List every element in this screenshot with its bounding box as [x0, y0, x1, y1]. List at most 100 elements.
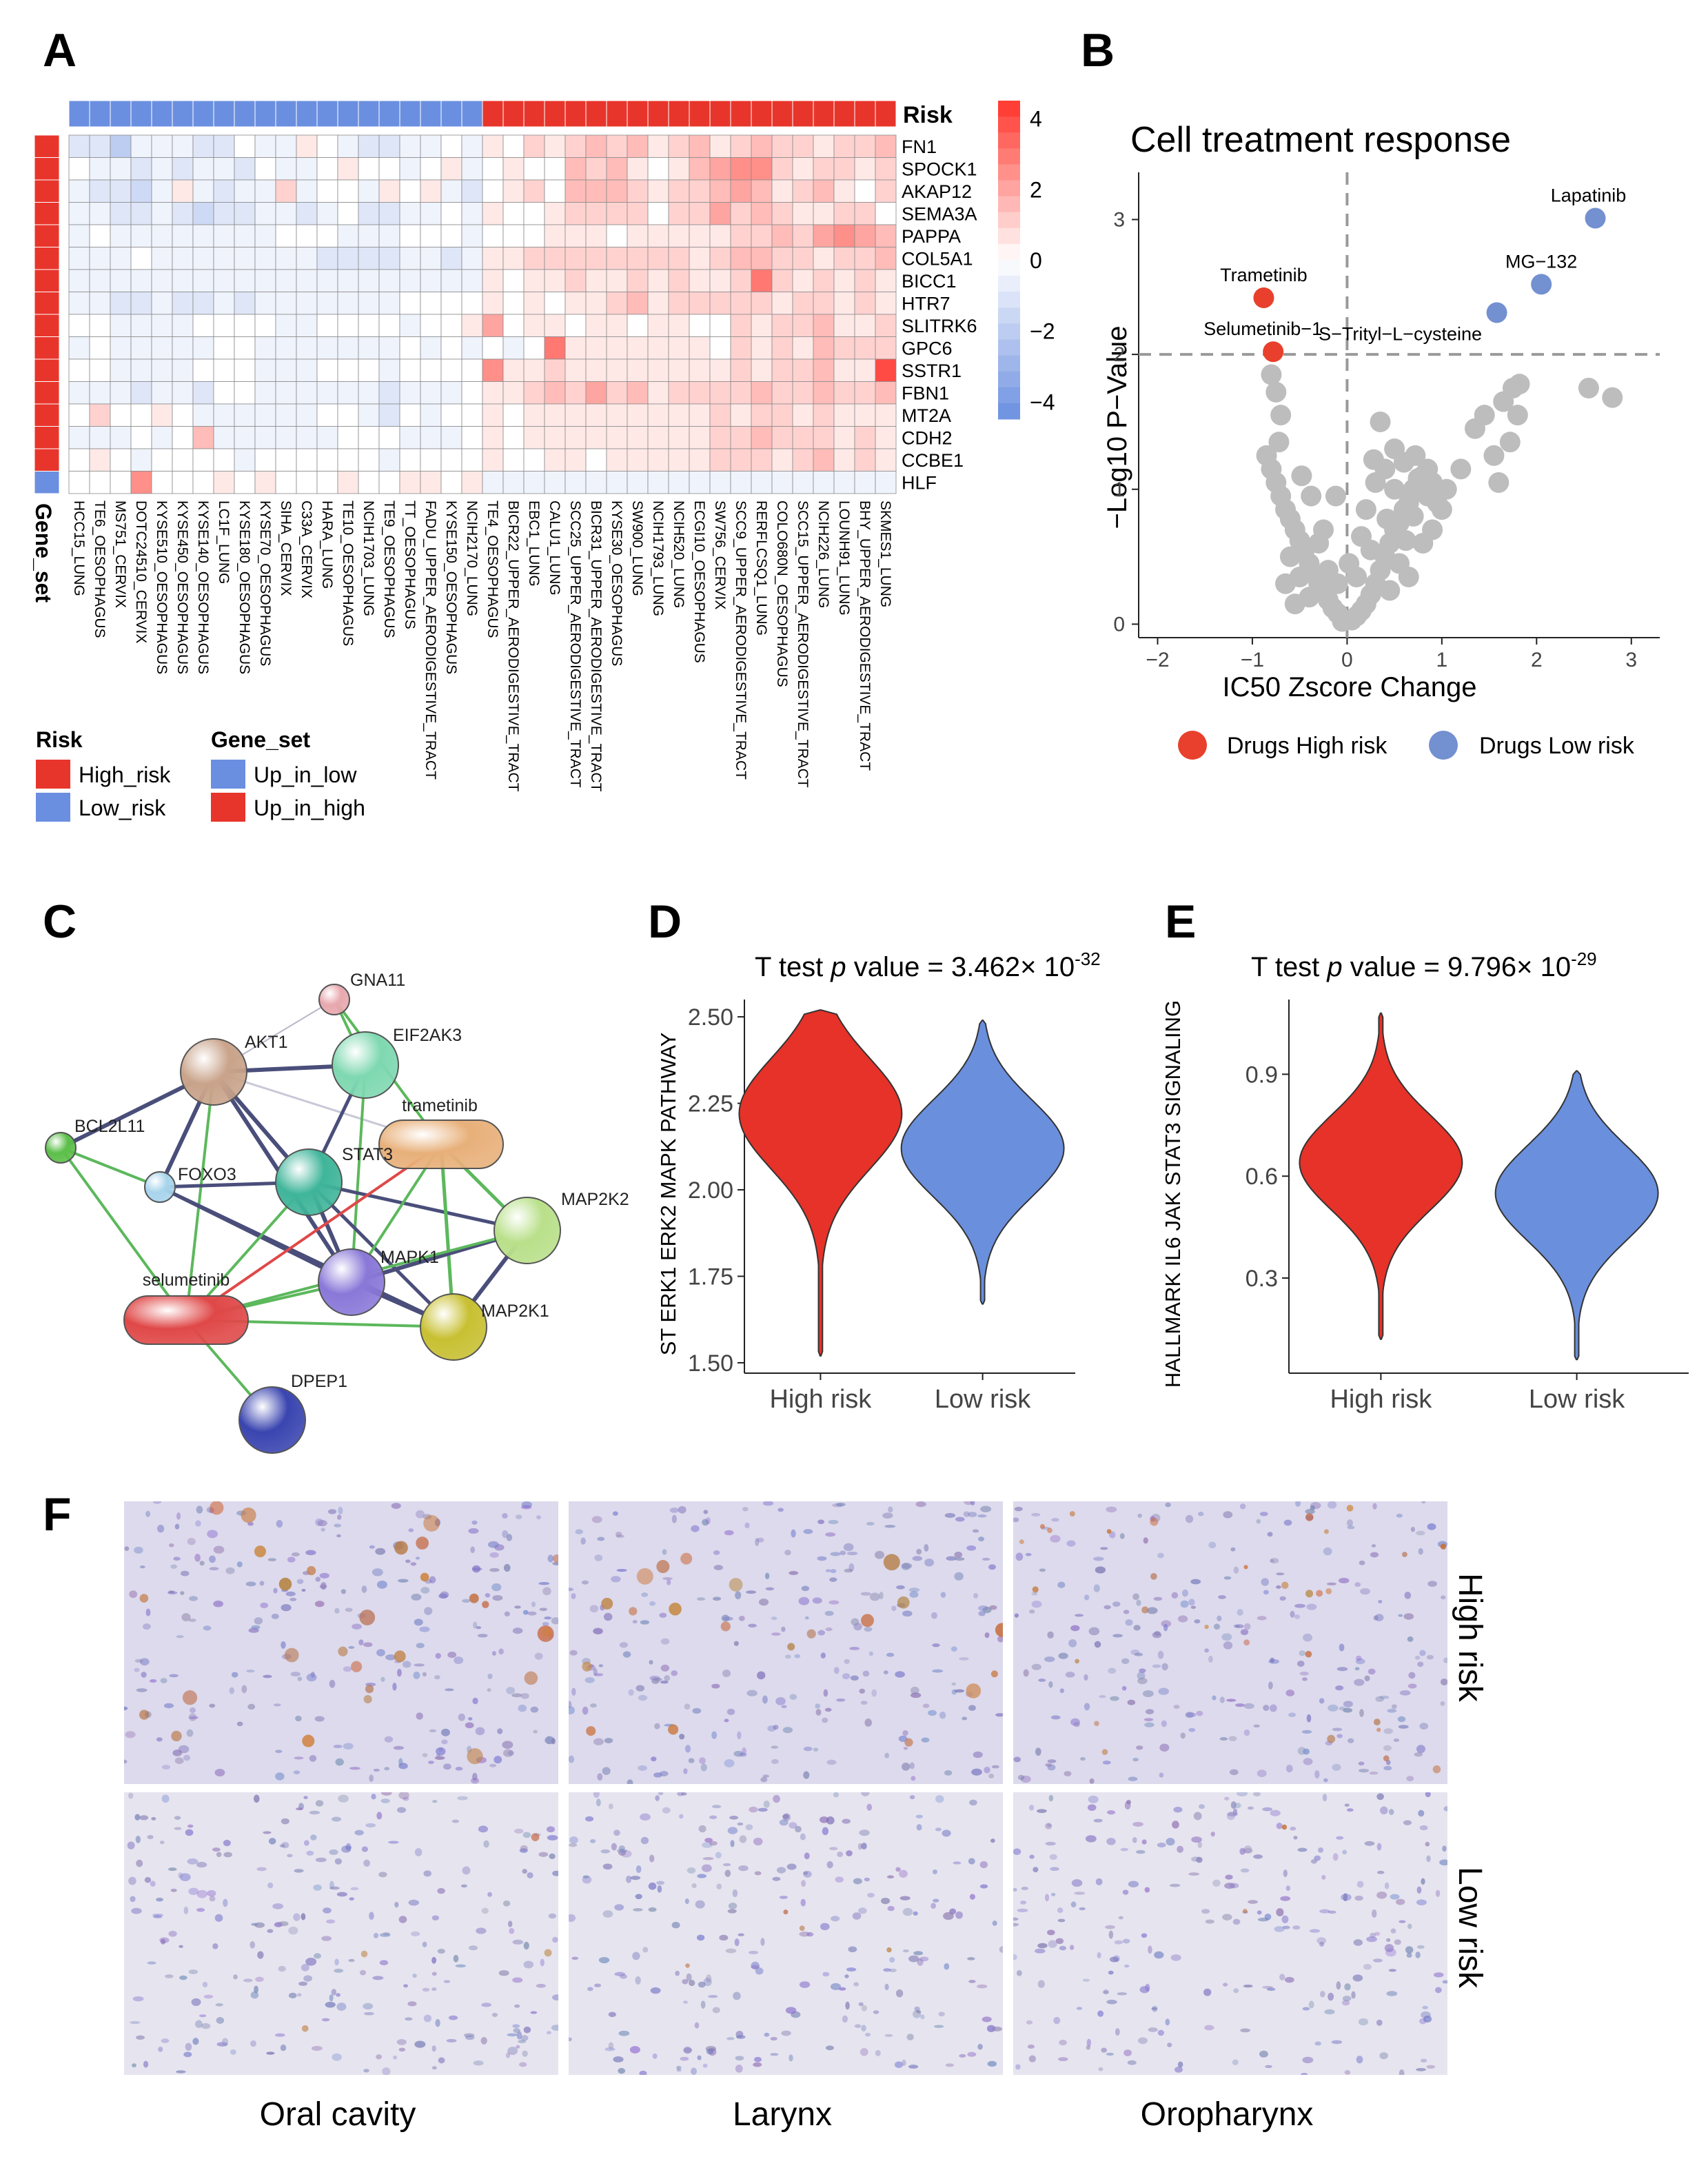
nucleus: [1114, 1940, 1124, 1945]
heatmap-cell: [192, 247, 214, 270]
nucleus: [457, 1796, 468, 1801]
heatmap-cell: [378, 179, 400, 203]
nucleus: [1013, 1517, 1019, 1523]
positive-stain: [966, 1683, 982, 1699]
heatmap-cell: [833, 403, 855, 427]
violin-e-title: T test p value = 9.796× 10-29: [1251, 949, 1597, 982]
nucleus: [702, 1519, 709, 1526]
nucleus: [1190, 1605, 1197, 1609]
nucleus: [618, 1849, 627, 1856]
nucleus: [995, 1713, 1003, 1717]
nucleus: [705, 1517, 711, 1525]
nucleus: [659, 1612, 667, 1618]
nucleus: [314, 1953, 321, 1959]
nucleus: [1418, 1548, 1423, 1555]
nucleus: [315, 1577, 321, 1582]
nucleus: [507, 1920, 513, 1927]
positive-stain: [394, 1650, 406, 1663]
nucleus: [779, 1819, 789, 1826]
nucleus: [241, 1685, 247, 1694]
nucleus: [789, 1570, 799, 1575]
risk-annotation-cell: [378, 100, 400, 128]
nucleus: [1088, 1795, 1099, 1803]
nucleus: [502, 1741, 514, 1749]
nucleus: [959, 1656, 969, 1661]
nucleus: [287, 1557, 296, 1563]
violin-category-label: Low risk: [935, 1385, 1031, 1414]
heatmap-cell: [854, 314, 876, 337]
nucleus: [254, 1985, 258, 1994]
nucleus: [216, 2017, 225, 2025]
nucleus: [649, 1854, 655, 1863]
nucleus: [1137, 1672, 1146, 1680]
heatmap-cell: [296, 292, 318, 315]
gene-set-annotation-cell: [34, 157, 60, 181]
nucleus: [1191, 1856, 1201, 1862]
heatmap-cell: [771, 381, 793, 405]
nucleus: [380, 1676, 385, 1682]
positive-stain: [139, 1594, 149, 1603]
nucleus: [691, 1883, 697, 1888]
nucleus: [380, 1798, 390, 1803]
nucleus: [1070, 1718, 1080, 1726]
nucleus: [128, 1792, 134, 1799]
nucleus: [1338, 1577, 1350, 1583]
heatmap-cell: [316, 471, 338, 494]
nucleus: [824, 1610, 834, 1616]
nucleus: [1152, 1632, 1162, 1639]
sample-label: SCC25_UPPER_AERODIGESTIVE_TRACT: [567, 500, 583, 788]
risk-annotation-cell: [502, 100, 525, 128]
nucleus: [1416, 1899, 1427, 1905]
heatmap-cell: [172, 247, 194, 270]
nucleus: [616, 1848, 627, 1853]
nucleus: [325, 2001, 336, 2008]
network-edge: [307, 1181, 455, 1328]
positive-stain: [1243, 1565, 1248, 1570]
heatmap-cell: [296, 471, 318, 494]
nucleus: [734, 1938, 740, 1947]
ihc-row-label-high: High risk: [1452, 1573, 1488, 1702]
heatmap-cell: [275, 336, 297, 360]
nucleus: [321, 1936, 332, 1941]
nucleus: [291, 1552, 300, 1557]
heatmap-cell: [606, 179, 628, 203]
heatmap-cell: [606, 426, 628, 449]
nucleus: [1013, 1848, 1021, 1856]
heatmap-cell: [502, 336, 525, 360]
nucleus: [424, 1607, 433, 1615]
heatmap-cell: [585, 202, 607, 225]
nucleus: [361, 1846, 369, 1852]
ihc-image-oral-low: [124, 1792, 558, 2075]
nucleus: [398, 1579, 409, 1583]
nucleus: [278, 1965, 286, 1972]
sample-label: KYSE510_OESOPHAGUS: [154, 500, 170, 674]
nucleus: [513, 2028, 520, 2034]
nucleus: [214, 1769, 225, 1777]
heatmap-cell: [399, 471, 421, 494]
nucleus: [751, 1961, 760, 1970]
nucleus: [1235, 1624, 1244, 1629]
heatmap-cell: [875, 426, 897, 449]
positive-stain: [629, 1607, 638, 1616]
nucleus: [860, 1701, 868, 1705]
nucleus: [485, 1593, 491, 1598]
nucleus: [676, 2065, 682, 2070]
volcano-point-label: MG−132: [1505, 251, 1577, 272]
nucleus: [801, 1880, 806, 1887]
positive-stain: [1346, 1504, 1354, 1512]
nucleus: [547, 1554, 554, 1563]
nucleus: [1177, 1845, 1183, 1853]
colorbar-segment: [998, 323, 1020, 340]
heatmap-cell: [337, 471, 359, 494]
heatmap-cell: [668, 336, 690, 360]
nucleus: [1066, 1540, 1076, 1547]
heatmap-cell: [420, 247, 442, 270]
heatmap-cell: [627, 269, 649, 292]
nucleus: [192, 2038, 199, 2045]
volcano-point: [1268, 432, 1290, 453]
nucleus: [860, 2048, 868, 2056]
heatmap-cell: [709, 224, 731, 247]
heatmap-cell: [730, 292, 752, 315]
nucleus: [735, 2035, 746, 2039]
risk-annotation-cell: [130, 100, 152, 128]
